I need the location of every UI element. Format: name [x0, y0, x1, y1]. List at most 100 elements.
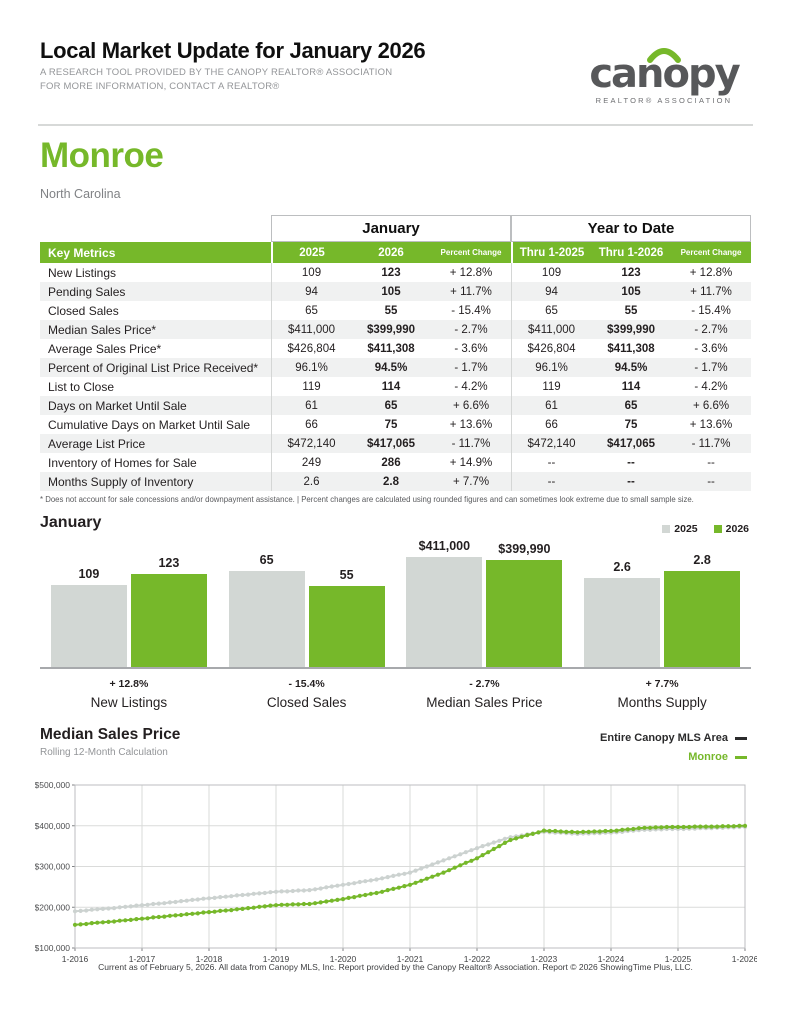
- bar-value-label: 109: [78, 567, 100, 581]
- series-point: [190, 911, 195, 916]
- group-header-january: January: [271, 215, 512, 242]
- bar-group: 2.6 2.8: [573, 553, 751, 667]
- series-point: [268, 903, 273, 908]
- bar-group-change: - 15.4%: [288, 678, 325, 690]
- report-disclaimer: Current as of February 5, 2026. All data…: [98, 962, 693, 972]
- metric-value: - 3.6%: [431, 339, 512, 358]
- legend-label-2026: 2026: [725, 523, 749, 535]
- series-point: [251, 891, 256, 896]
- bar-captions: + 12.8% New Listings - 15.4% Closed Sales - …: [40, 669, 751, 710]
- metric-value: $426,804: [511, 339, 592, 358]
- series-point: [731, 824, 736, 829]
- series-point: [698, 824, 703, 829]
- series-point: [737, 823, 742, 828]
- x-tick-label: 1-2017: [129, 954, 156, 964]
- metric-value: --: [671, 472, 752, 491]
- series-point: [340, 882, 346, 887]
- legend-item-monroe: Monroe: [600, 751, 747, 763]
- series-point: [447, 856, 452, 861]
- bar-2025: 109: [50, 567, 127, 667]
- metric-value: $417,065: [591, 434, 672, 453]
- series-point: [463, 850, 468, 855]
- metric-value: 286: [351, 453, 431, 472]
- series-point: [313, 901, 318, 906]
- series-point: [502, 836, 507, 841]
- x-tick-label: 1-2022: [464, 954, 491, 964]
- series-point: [374, 890, 379, 896]
- legend-item-canopy-mls: Entire Canopy MLS Area: [600, 732, 747, 744]
- series-point: [452, 854, 457, 859]
- series-point: [631, 826, 636, 832]
- series-point: [541, 828, 547, 833]
- column-header-2025: 2025: [271, 242, 351, 263]
- bar-group-caption: - 15.4% Closed Sales: [218, 669, 396, 710]
- series-point: [648, 825, 653, 830]
- metric-value: - 15.4%: [671, 301, 752, 320]
- bar-value-label: 2.6: [613, 560, 631, 574]
- series-point: [675, 824, 681, 830]
- series-point: [363, 892, 368, 898]
- series-point: [636, 826, 642, 831]
- series-point: [106, 919, 111, 924]
- series-point: [229, 908, 234, 913]
- series-point: [357, 893, 362, 898]
- table-row: Pending Sales 94 105 + 11.7% 94 105 + 11.7%: [40, 282, 752, 301]
- x-tick-label: 1-2024: [598, 954, 625, 964]
- metric-value: $426,804: [271, 339, 351, 358]
- metric-value: 2.6: [271, 472, 351, 491]
- series-point: [72, 922, 78, 927]
- bar-value-label: 123: [158, 556, 180, 570]
- bar-group-label: New Listings: [90, 695, 168, 710]
- series-point: [692, 824, 697, 829]
- series-point: [608, 828, 614, 834]
- series-point: [173, 913, 178, 918]
- legend-swatch-2025-icon: [662, 525, 671, 533]
- series-point: [380, 876, 385, 881]
- series-point: [123, 904, 128, 909]
- series-point: [112, 906, 117, 911]
- series-point: [246, 906, 251, 911]
- series-point: [380, 889, 385, 894]
- location-name: Monroe: [40, 136, 164, 175]
- legend-item-2026: 2026: [713, 523, 749, 535]
- metric-value: 114: [351, 377, 431, 396]
- series-point: [296, 888, 301, 893]
- series-point: [173, 899, 178, 905]
- series-point: [257, 904, 262, 909]
- metric-value: 119: [271, 377, 351, 396]
- legend-label-monroe: Monroe: [688, 751, 728, 763]
- metric-value: 65: [271, 301, 351, 320]
- series-point: [84, 908, 89, 913]
- metric-value: - 4.2%: [431, 377, 512, 396]
- metric-value: 249: [271, 453, 351, 472]
- median-sales-price-section: Median Sales Price Rolling 12-Month Calc…: [0, 726, 791, 966]
- metric-value: 65: [591, 396, 672, 415]
- series-point: [134, 903, 139, 908]
- bar-groups: 109 123 65 55 $411,000 $399,990 2.6 2.8: [40, 537, 751, 669]
- series-point: [89, 921, 94, 926]
- series-point: [106, 906, 111, 911]
- series-point: [162, 901, 167, 906]
- metric-value: 96.1%: [511, 358, 592, 377]
- series-point: [134, 917, 139, 922]
- metric-value: 65: [351, 396, 431, 415]
- series-point: [156, 901, 161, 906]
- series-point: [402, 871, 407, 876]
- series-point: [586, 829, 591, 834]
- series-point: [536, 830, 541, 835]
- bar-rect: [130, 574, 207, 667]
- series-point: [268, 890, 273, 895]
- x-tick-label: 1-2023: [531, 954, 558, 964]
- series-point: [218, 895, 223, 900]
- metric-value: 55: [351, 301, 431, 320]
- series-point: [642, 825, 647, 830]
- canopy-logo-arc-icon: [647, 48, 681, 63]
- series-point: [709, 824, 714, 829]
- series-point: [653, 825, 658, 830]
- report-header: Local Market Update for January 2026 A R…: [40, 38, 571, 92]
- canopy-logo-wordmark: canopy: [589, 51, 740, 97]
- series-point: [195, 911, 200, 916]
- location-state: North Carolina: [40, 187, 121, 201]
- series-point: [469, 858, 474, 863]
- series-point: [290, 902, 295, 907]
